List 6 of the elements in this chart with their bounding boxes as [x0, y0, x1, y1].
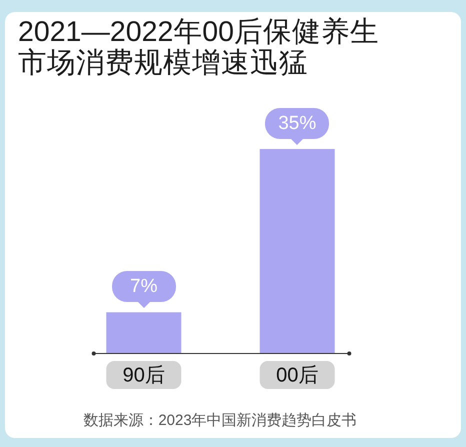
chart-title: 2021—2022年00后保健养生市场消费规模增速迅猛	[18, 16, 380, 79]
data-label: 7%	[130, 276, 158, 298]
x-tick-label: 00后	[276, 364, 318, 387]
data-label: 35%	[278, 113, 316, 134]
x-tick-label: 90后	[122, 364, 165, 387]
source-note: 数据来源：2023年中国新消费趋势白皮书	[82, 411, 358, 430]
